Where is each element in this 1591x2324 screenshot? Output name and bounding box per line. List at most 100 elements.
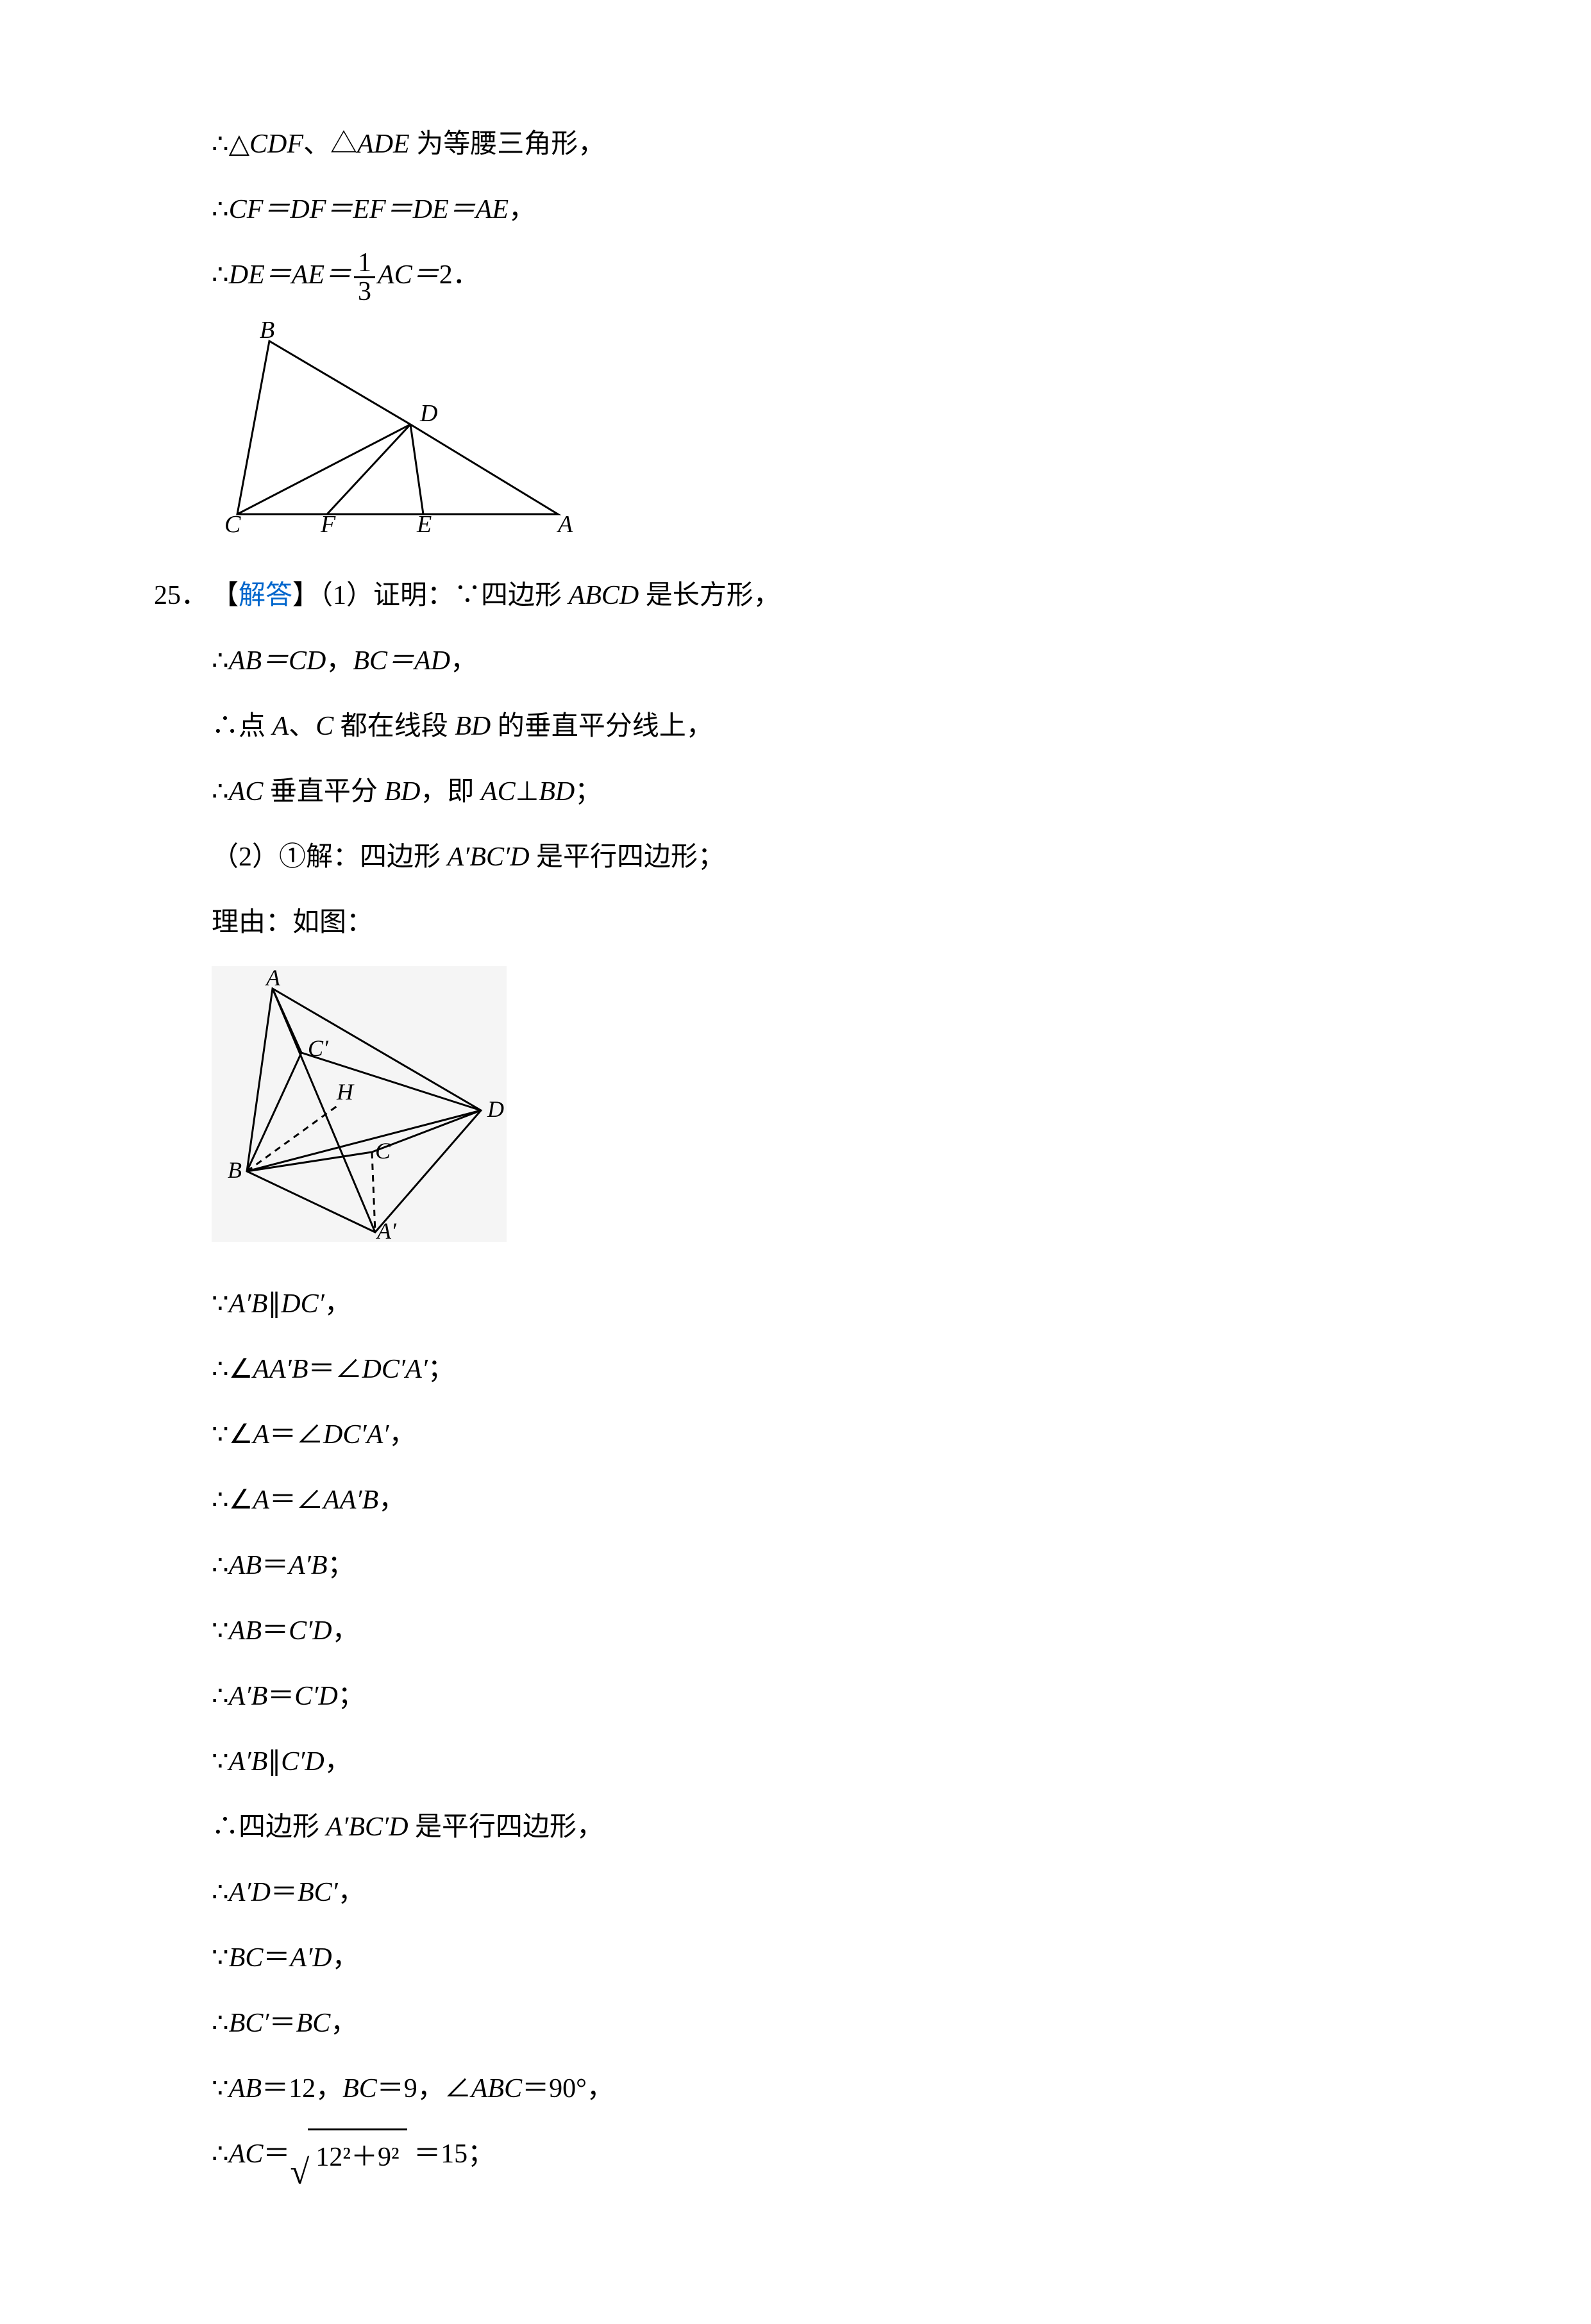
p2-l2: ∴∠AA′B＝∠DC′A′； [212, 1342, 1437, 1396]
p2-l11: ∵BC＝A′D， [212, 1931, 1437, 1985]
txt: ∴点 [212, 712, 273, 741]
shape: A′BC′D [326, 1812, 408, 1842]
label-F: F [320, 511, 336, 533]
p: ， [332, 1943, 359, 1973]
txt: ∴ [212, 646, 229, 676]
eq: ＝ [271, 1878, 298, 1907]
p: ， [587, 2074, 614, 2103]
eq: ＝ [263, 2139, 290, 2169]
eq: ＝ [262, 1616, 289, 1646]
b: DC′A′ [362, 1355, 428, 1384]
quad-svg: A C′ H D B C A′ [212, 966, 507, 1242]
a: BC′ [229, 2009, 269, 2038]
p: ； [428, 1355, 455, 1384]
q25-l2: ∴AB＝CD，BC＝AD， [212, 634, 1437, 688]
label-C: C [224, 511, 241, 533]
radical-icon: √ [290, 2160, 309, 2184]
t: ∴ [212, 2139, 229, 2169]
p: ， [330, 2009, 357, 2038]
txt: ， [450, 646, 477, 676]
line-top-2: ∴CF＝DF＝EF＝DE＝AE， [212, 183, 1437, 237]
b: BC [296, 2009, 331, 2038]
ang: ABC [471, 2074, 522, 2103]
p2-l8: ∵A′B∥C′D， [212, 1735, 1437, 1789]
frac-den: 3 [354, 278, 375, 305]
a: AB [229, 2074, 262, 2103]
a: A′B [229, 1289, 268, 1319]
label-D: D [419, 400, 437, 427]
q25-body: 【解答】（1）证明：∵四边形 ABCD 是长方形， [212, 569, 780, 623]
par: ∥ [267, 1289, 281, 1319]
a: A [253, 1485, 269, 1515]
label-C: C [375, 1138, 391, 1164]
sym-AC: AC [229, 777, 264, 807]
answer-key-label: 解答 [239, 581, 292, 610]
b: C′D [281, 1747, 324, 1776]
ac: AC [229, 2139, 264, 2169]
txt: （1）证明：∵四边形 [319, 581, 569, 610]
eq: ＝∠ [269, 1485, 323, 1515]
txt: 是长方形， [639, 581, 780, 610]
p2-l1: ∵A′B∥DC′， [212, 1277, 1437, 1331]
p: ， [332, 1616, 359, 1646]
label-H: H [336, 1079, 355, 1105]
sym-BD: BD [384, 777, 420, 807]
t: ∴ [212, 2009, 229, 2038]
figure-triangle-bca: B D C F E A [212, 322, 1437, 552]
t: ∴ [212, 1682, 229, 1711]
b: BC [342, 2074, 377, 2103]
p2-l7: ∴A′B＝C′D； [212, 1669, 1437, 1723]
a: A′B [229, 1747, 268, 1776]
t: ∵ [212, 1747, 229, 1776]
v1: 12 [289, 2074, 316, 2103]
val: 2． [439, 260, 480, 290]
eq-lhs: DE＝AE＝ [229, 260, 351, 290]
sym-BD2: BD [539, 777, 575, 807]
q25-reason: 理由：如图： [212, 896, 1437, 949]
p2-l9: ∴四边形 A′BC′D 是平行四边形， [212, 1800, 1437, 1854]
t: ∴ [212, 1878, 229, 1907]
eq: AB＝CD [229, 646, 326, 676]
p: ； [467, 2139, 494, 2169]
line-top-3: ∴DE＝AE＝13AC＝2． [212, 248, 1437, 305]
label-A: A [265, 966, 281, 991]
eq3: ＝ [522, 2074, 549, 2103]
p2-l3: ∵∠A＝∠DC′A′， [212, 1408, 1437, 1462]
t: ∵ [212, 2074, 229, 2103]
shape: A′BC′D [448, 842, 530, 872]
b: DC′ [281, 1289, 324, 1319]
txt: ， [326, 646, 353, 676]
sym-BD: BD [455, 712, 491, 741]
sym-AC2: AC [481, 777, 516, 807]
a: A [253, 1420, 269, 1450]
t: ∴∠ [212, 1355, 253, 1384]
label-B: B [228, 1157, 242, 1183]
question-number: 25． [154, 569, 212, 623]
b: A′B [289, 1551, 328, 1580]
frac-num: 1 [354, 249, 375, 278]
t: ∵ [212, 1289, 229, 1319]
b: AA′B [323, 1485, 378, 1515]
label-Ap: A′ [376, 1218, 397, 1242]
t: ∴ [212, 1551, 229, 1580]
p2-l14: ∴AC＝√12²＋9² ＝15； [212, 2127, 1437, 2184]
p: ， [378, 1485, 405, 1515]
sqrt-arg: 12²＋9² [308, 2128, 407, 2184]
eq: ＝∠ [308, 1355, 362, 1384]
sym-ade: ADE [357, 130, 410, 159]
bracket-open: 【 [212, 581, 239, 610]
txt: ，即 [420, 777, 481, 807]
q25-l3: ∴点 A、C 都在线段 BD 的垂直平分线上， [212, 699, 1437, 753]
bracket-close: 】 [292, 581, 319, 610]
t: ∴∠ [212, 1485, 253, 1515]
figure-quadrilateral: A C′ H D B C A′ [212, 966, 1437, 1260]
par: ∥ [267, 1747, 281, 1776]
p2-l12: ∴BC′＝BC， [212, 1996, 1437, 2050]
t: ∵∠ [212, 1420, 253, 1450]
eq: ＝ [262, 1551, 289, 1580]
c1: ， [316, 2074, 342, 2103]
txt: ， [509, 195, 535, 224]
sym-A: A [273, 712, 289, 741]
q25-first-line: 25． 【解答】（1）证明：∵四边形 ABCD 是长方形， [154, 569, 1437, 623]
b: C′D [294, 1682, 338, 1711]
